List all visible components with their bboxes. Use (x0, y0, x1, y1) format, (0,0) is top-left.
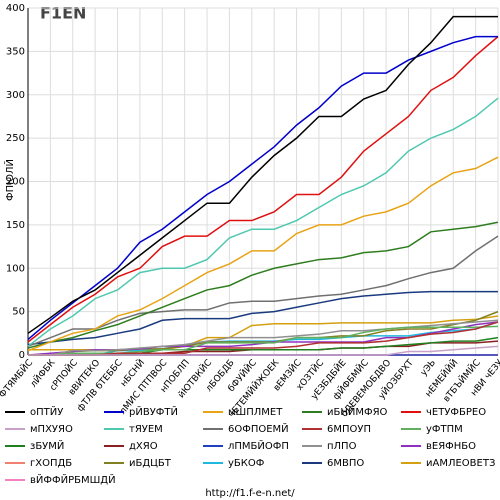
y-tick-label: 50 (12, 307, 25, 318)
y-tick-label: 400 (6, 3, 25, 14)
legend-label: пЛПО (327, 441, 357, 452)
series-line (28, 336, 499, 356)
y-tick-label: 100 (6, 263, 25, 274)
legend-label: оПТЙУ (30, 405, 63, 418)
legend-label: уБКОФ (228, 458, 265, 469)
legend-label: мШПЛМЕТ (228, 407, 283, 418)
y-tick-label: 0 (19, 350, 25, 361)
series-line (28, 321, 499, 356)
legend-label: чЕТУФБРЕО (426, 407, 486, 418)
legend-label: иАМЛЕОВЕТЗ (426, 458, 495, 469)
series-line (27, 97, 499, 347)
y-tick-label: 150 (6, 220, 25, 231)
y-tick-label: 300 (6, 90, 25, 101)
y-tick-label: 250 (6, 133, 25, 144)
series-line (27, 221, 499, 349)
series-line (28, 319, 499, 356)
legend-label: иБНЙМФЯО (327, 405, 388, 418)
legend-label: дХЯО (129, 441, 158, 452)
legend-label: зБУМЙ (30, 439, 64, 452)
logo: F1EN (40, 4, 86, 23)
y-tick-label: 200 (6, 177, 25, 188)
legend-label: мПХУЯО (30, 424, 73, 435)
series-line (27, 290, 498, 346)
series-line (27, 36, 499, 343)
legend-label: вЙФФЙРБМШДЙ (30, 473, 116, 486)
legend-label: гХОПДБ (30, 458, 72, 469)
series-line (27, 15, 498, 334)
legend-label: иБДЦБТ (129, 458, 172, 469)
series-line (27, 156, 499, 352)
legend-label: лПМБЙОФП (228, 439, 289, 452)
legend-label: 6МПОУП (327, 424, 371, 435)
series-line (28, 345, 499, 356)
legend-label: уФТПМ (426, 424, 463, 435)
legend-label: 6ОФПОЕМЙ (228, 422, 289, 435)
legend-label: 6МВПО (327, 458, 364, 469)
series-line (27, 35, 498, 340)
y-axis-label: ФПЮЛЙ (3, 159, 16, 201)
y-tick-label: 350 (6, 46, 25, 57)
footer: http://f1.f-e-n.net/ (205, 488, 295, 499)
series-line (27, 235, 499, 348)
x-tick-label: уЭЬ (419, 358, 438, 378)
x-tick-label: ФТЯМБЙС (0, 357, 35, 400)
legend-label: рЙВУФТЙ (129, 405, 178, 418)
series-line (28, 325, 499, 356)
legend-label: тЯУЕМ (129, 424, 163, 435)
legend-label: вЕЯФНБО (426, 441, 476, 452)
